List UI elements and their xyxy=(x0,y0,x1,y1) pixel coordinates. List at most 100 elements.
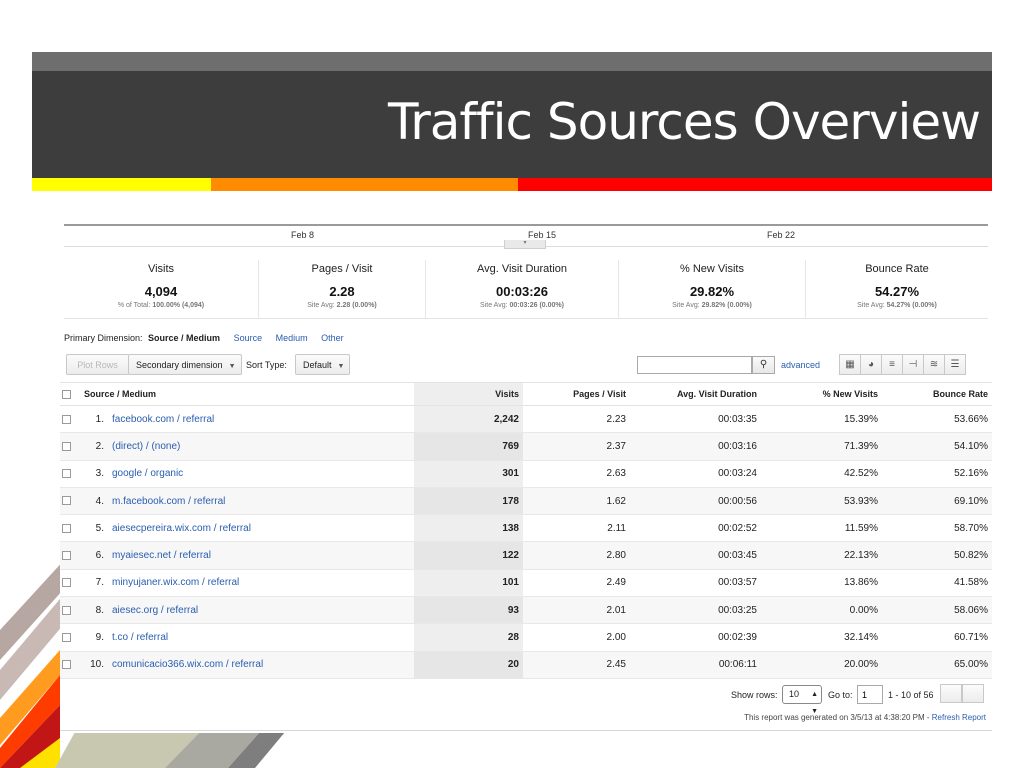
source-medium-link[interactable]: minyujaner.wix.com / referral xyxy=(108,569,414,598)
header-bounce-rate[interactable]: Bounce Rate xyxy=(882,382,992,406)
dimension-link-source[interactable]: Source xyxy=(233,333,263,343)
metric-value: 2.28 xyxy=(329,284,355,299)
cell-avg-duration: 00:03:24 xyxy=(630,460,761,488)
cell-pages-per-visit: 2.23 xyxy=(523,405,630,434)
data-table: Source / Medium Visits Pages / Visit Avg… xyxy=(60,382,992,679)
sort-type-value: Default xyxy=(303,360,332,370)
header-visits[interactable]: Visits xyxy=(414,382,523,406)
dimension-link-other[interactable]: Other xyxy=(321,333,344,343)
row-checkbox[interactable] xyxy=(60,432,80,461)
sort-type-dropdown[interactable]: Default ▼ xyxy=(295,354,350,375)
header-source-medium[interactable]: Source / Medium xyxy=(80,382,414,406)
performance-view-icon[interactable]: ≡ xyxy=(881,354,903,375)
cell-new-visits: 20.00% xyxy=(761,651,882,679)
timeline-date: Feb 15 xyxy=(528,230,557,240)
row-number: 2. xyxy=(80,432,108,461)
source-medium-link[interactable]: aiesec.org / referral xyxy=(108,596,414,625)
metric-label: Visits xyxy=(147,263,175,275)
page-range: 1 - 10 of 56 xyxy=(888,690,934,700)
checkbox-icon xyxy=(62,605,71,615)
secondary-dimension-label: Secondary dimension xyxy=(136,360,223,370)
row-checkbox[interactable] xyxy=(60,405,80,434)
row-checkbox[interactable] xyxy=(60,487,80,516)
row-checkbox[interactable] xyxy=(60,623,80,652)
cell-new-visits: 53.93% xyxy=(761,487,882,516)
cell-new-visits: 11.59% xyxy=(761,514,882,543)
source-medium-link[interactable]: aiesecpereira.wix.com / referral xyxy=(108,514,414,543)
row-checkbox[interactable] xyxy=(60,569,80,598)
secondary-dimension-dropdown[interactable]: Secondary dimension ▼ xyxy=(128,354,242,375)
term-cloud-icon[interactable]: ≋ xyxy=(923,354,945,375)
source-medium-link[interactable]: m.facebook.com / referral xyxy=(108,487,414,516)
go-to-page-input[interactable] xyxy=(857,685,883,704)
metric-label: Pages / Visit xyxy=(311,263,373,275)
header-pages-per-visit[interactable]: Pages / Visit xyxy=(523,382,630,406)
row-number: 5. xyxy=(80,514,108,543)
cell-pages-per-visit: 1.62 xyxy=(523,487,630,516)
comparison-view-icon[interactable]: ⊣ xyxy=(902,354,924,375)
select-all-checkbox[interactable] xyxy=(60,382,80,406)
table-row[interactable]: 1. facebook.com / referral 2,242 2.23 00:03:… xyxy=(60,405,992,434)
cell-pages-per-visit: 2.80 xyxy=(523,541,630,570)
source-medium-link[interactable]: t.co / referral xyxy=(108,623,414,652)
grid-view-icon[interactable]: ▦ xyxy=(839,354,861,375)
cell-visits: 122 xyxy=(414,541,523,570)
refresh-report-link[interactable]: Refresh Report xyxy=(931,713,986,722)
metric-sub-value: 54.27% (0.00%) xyxy=(886,302,937,309)
cell-bounce-rate: 58.06% xyxy=(882,596,992,625)
metric-sub-prefix: % of Total: xyxy=(117,302,153,309)
pivot-view-icon[interactable]: ☰ xyxy=(944,354,966,375)
source-medium-link[interactable]: comunicacio366.wix.com / referral xyxy=(108,651,414,679)
source-medium-link[interactable]: facebook.com / referral xyxy=(108,405,414,434)
chart-collapse-toggle[interactable]: ▾ xyxy=(504,240,546,249)
checkbox-icon xyxy=(62,660,71,670)
checkbox-icon xyxy=(62,578,71,588)
header-avg-visit-duration[interactable]: Avg. Visit Duration xyxy=(630,382,761,406)
row-checkbox[interactable] xyxy=(60,460,80,488)
show-rows-select[interactable]: 10 ▲ ▼ xyxy=(782,685,822,715)
table-row[interactable]: 5. aiesecpereira.wix.com / referral 138 2.1… xyxy=(60,514,992,543)
dimension-link-medium[interactable]: Medium xyxy=(275,333,308,343)
row-number: 9. xyxy=(80,623,108,652)
plot-rows-button[interactable]: Plot Rows xyxy=(66,354,129,375)
cell-pages-per-visit: 2.49 xyxy=(523,569,630,598)
cell-visits: 28 xyxy=(414,623,523,652)
metric-sub: Site Avg: 29.82% (0.00%) xyxy=(619,302,805,309)
checkbox-icon xyxy=(62,632,71,642)
row-number: 4. xyxy=(80,487,108,516)
metric-sub-value: 00:03:26 (0.00%) xyxy=(509,302,564,309)
metric-sub: Site Avg: 54.27% (0.00%) xyxy=(806,302,988,309)
metric-label: Bounce Rate xyxy=(865,263,929,275)
search-icon[interactable]: ⚲ xyxy=(752,356,775,374)
row-checkbox[interactable] xyxy=(60,514,80,543)
advanced-filter-link[interactable]: advanced xyxy=(781,360,821,370)
previous-page-button[interactable] xyxy=(940,684,962,703)
header-new-visits[interactable]: % New Visits xyxy=(761,382,882,406)
next-page-button[interactable] xyxy=(962,684,984,703)
checkbox-icon xyxy=(62,414,71,424)
table-row[interactable]: 4. m.facebook.com / referral 178 1.62 00:00:… xyxy=(60,487,992,516)
table-row[interactable]: 6. myaiesec.net / referral 122 2.80 00:03:45… xyxy=(60,541,992,570)
checkbox-icon xyxy=(62,390,71,400)
table-search-input[interactable] xyxy=(637,356,752,374)
primary-dimension-bar: Primary Dimension: Source / Medium Sourc… xyxy=(64,333,344,343)
table-row[interactable]: 3. google / organic 301 2.63 00:03:24 42.52% 5… xyxy=(60,460,992,488)
table-row[interactable]: 8. aiesec.org / referral 93 2.01 00:03:25 0.0… xyxy=(60,596,992,625)
row-checkbox[interactable] xyxy=(60,541,80,570)
checkbox-icon xyxy=(62,523,71,533)
metric-sub: Site Avg: 2.28 (0.00%) xyxy=(259,302,425,309)
timeline-date: Feb 22 xyxy=(767,230,796,240)
table-row[interactable]: 7. minyujaner.wix.com / referral 101 2.49 00… xyxy=(60,569,992,598)
pie-view-icon[interactable]: ◕ xyxy=(860,354,882,375)
table-row[interactable]: 9. t.co / referral 28 2.00 00:02:39 32.14% 60.… xyxy=(60,623,992,652)
table-row[interactable]: 10. comunicacio366.wix.com / referral 20 2.… xyxy=(60,651,992,679)
cell-pages-per-visit: 2.37 xyxy=(523,432,630,461)
metric-label: % New Visits xyxy=(680,263,744,275)
source-medium-link[interactable]: myaiesec.net / referral xyxy=(108,541,414,570)
source-medium-link[interactable]: (direct) / (none) xyxy=(108,432,414,461)
table-row[interactable]: 2. (direct) / (none) 769 2.37 00:03:16 71.39%… xyxy=(60,432,992,461)
row-checkbox[interactable] xyxy=(60,596,80,625)
row-checkbox[interactable] xyxy=(60,651,80,679)
show-rows-value: 10 xyxy=(789,689,800,699)
source-medium-link[interactable]: google / organic xyxy=(108,460,414,488)
